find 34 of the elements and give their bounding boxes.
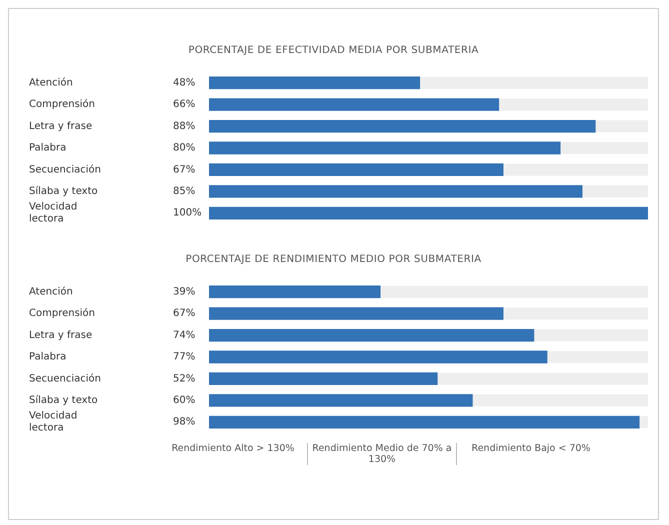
chart-title: PORCENTAJE DE RENDIMIENTO MEDIO POR SUBMATERIA [184,254,482,265]
data-label: 85% [173,186,196,198]
y-tick-label: Atención [29,77,73,88]
text: Rendimiento Alto > 130% [170,443,296,456]
data-label: 60% [173,395,196,406]
y-tick-label: Sílaba y texto [29,186,98,198]
data-label: 66% [173,99,196,110]
y-tick-label: Letra y frase [29,120,92,132]
y-tick-label: Secuenciación [29,373,101,384]
y-tick-label: Comprensión [29,308,96,320]
bar [209,416,640,428]
data-label: 67% [173,164,196,176]
chart-title: PORCENTAJE DE EFECTIVIDAD MEDIA POR SUBMATERIA [187,45,480,56]
y-tick-label: Atención [29,286,73,298]
y-tick-label: Sílaba y texto [29,395,98,406]
data-label: 88% [173,120,196,132]
y-tick-label: Comprensión [29,99,96,110]
y-tick-label: Palabra [29,142,66,154]
y-tick-label: Palabra [29,352,66,363]
data-label: 39% [173,286,196,298]
text: Rendimiento Bajo < 70% [456,443,605,465]
text: Rendimiento Medio de 70% a 130% [307,443,456,465]
data-label: 52% [173,373,196,384]
y-tick-label: Velocidad lectora [29,410,78,434]
data-label: 67% [173,308,196,320]
data-label: 74% [173,330,196,341]
y-tick-label: Secuenciación [29,164,101,176]
data-label: 48% [173,77,196,88]
data-label: 100% [173,208,202,219]
data-label: 80% [173,142,196,154]
data-label: 77% [173,352,196,363]
y-tick-label: Velocidad lectora [29,202,78,225]
data-label: 98% [173,416,196,428]
y-tick-label: Letra y frase [29,330,92,341]
